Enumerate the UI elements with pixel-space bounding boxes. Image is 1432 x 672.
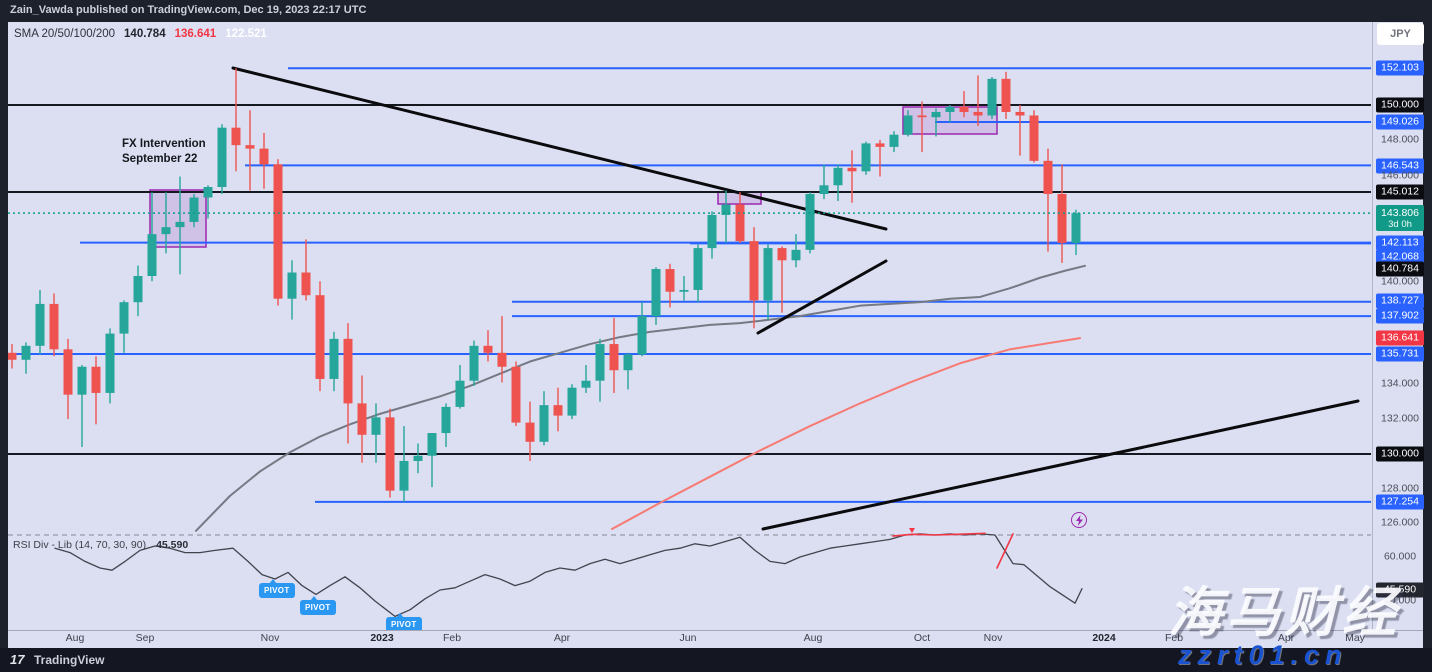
sma-red-line[interactable] — [611, 337, 1081, 531]
price-axis-divider — [1372, 22, 1373, 630]
time-tick-Aug: Aug — [803, 632, 823, 644]
publish-header-text: Zain_Vawda published on TradingView.com,… — [10, 4, 367, 16]
sma-legend-value-2: 122.521 — [225, 28, 267, 40]
rsi-divergence-marker — [909, 528, 915, 534]
lightning-bolt-glyph — [1075, 514, 1083, 526]
time-axis[interactable]: Aug Sep Nov 2023 Feb Apr Jun Aug Oct Nov 2024 Feb Ap… — [8, 631, 1423, 648]
watermark-chinese-text: 海马财经 — [1168, 583, 1400, 643]
fx-intervention-annotation[interactable]: FX Intervention September 22 — [122, 137, 206, 167]
time-tick-Aug: Aug — [65, 632, 85, 644]
chart-overlay-layer: PIVOT PIVOT PIVOT — [259, 579, 422, 630]
tradingview-logo-icon[interactable]: 17 — [10, 652, 25, 667]
time-tick-May: May — [1345, 632, 1365, 644]
time-tick-2024: 2024 — [1092, 632, 1116, 644]
sma-legend-value-0: 140.784 — [124, 28, 166, 40]
tradingview-brand-text[interactable]: TradingView — [34, 653, 105, 667]
rsi-indicator-legend[interactable]: RSI Div - Lib (14, 70, 30, 90) 45.590 — [13, 539, 188, 551]
sma-gray-line[interactable] — [195, 264, 1086, 532]
rsi-legend-value: 45.590 — [156, 539, 189, 551]
time-tick-Nov: Nov — [260, 632, 280, 644]
publish-header: Zain_Vawda published on TradingView.com,… — [0, 0, 1432, 22]
candles[interactable] — [8, 68, 1081, 502]
time-tick-Apr: Apr — [553, 632, 571, 644]
rsi-legend-label: RSI Div - Lib (14, 70, 30, 90) — [13, 539, 147, 551]
pivot-tag-3[interactable]: PIVOT — [386, 613, 422, 630]
time-tick-Feb: Feb — [442, 632, 462, 644]
time-tick-2023: 2023 — [370, 632, 394, 644]
time-axis-divider — [8, 630, 1423, 631]
sma-legend-value-1: 136.641 — [174, 28, 217, 40]
sma-legend-label: SMA 20/50/100/200 — [14, 28, 116, 40]
lightning-idea-icon[interactable] — [1071, 512, 1087, 528]
time-tick-Oct: Oct — [913, 632, 931, 644]
watermark-url-text: zzrt01.cn — [1178, 640, 1348, 670]
fx-intervention-line1: FX Intervention — [122, 138, 206, 150]
chart-drawing-layer — [8, 66, 1371, 618]
pivot-tag-2[interactable]: PIVOT — [300, 596, 336, 615]
fx-intervention-line2: September 22 — [122, 153, 198, 165]
footer-bar: 17 TradingView — [0, 648, 1432, 672]
rsi-divergence-segment — [892, 532, 986, 537]
time-tick-Jun: Jun — [679, 632, 697, 644]
trendlines[interactable] — [231, 66, 1360, 531]
time-tick-Apr: Apr — [1277, 632, 1295, 644]
chart-pane-background — [8, 22, 1423, 648]
pivot-tag-1[interactable]: PIVOT — [259, 579, 295, 598]
time-tick-Sep: Sep — [135, 632, 155, 644]
currency-toggle-button[interactable]: JPY — [1377, 23, 1424, 45]
key-level-lines-black[interactable] — [8, 104, 1371, 455]
rsi-divergence-segment — [996, 533, 1014, 569]
sma-indicator-legend[interactable]: SMA 20/50/100/200 140.784 136.641 122.521 — [14, 28, 267, 40]
time-tick-Feb: Feb — [1164, 632, 1184, 644]
time-tick-Nov: Nov — [983, 632, 1003, 644]
